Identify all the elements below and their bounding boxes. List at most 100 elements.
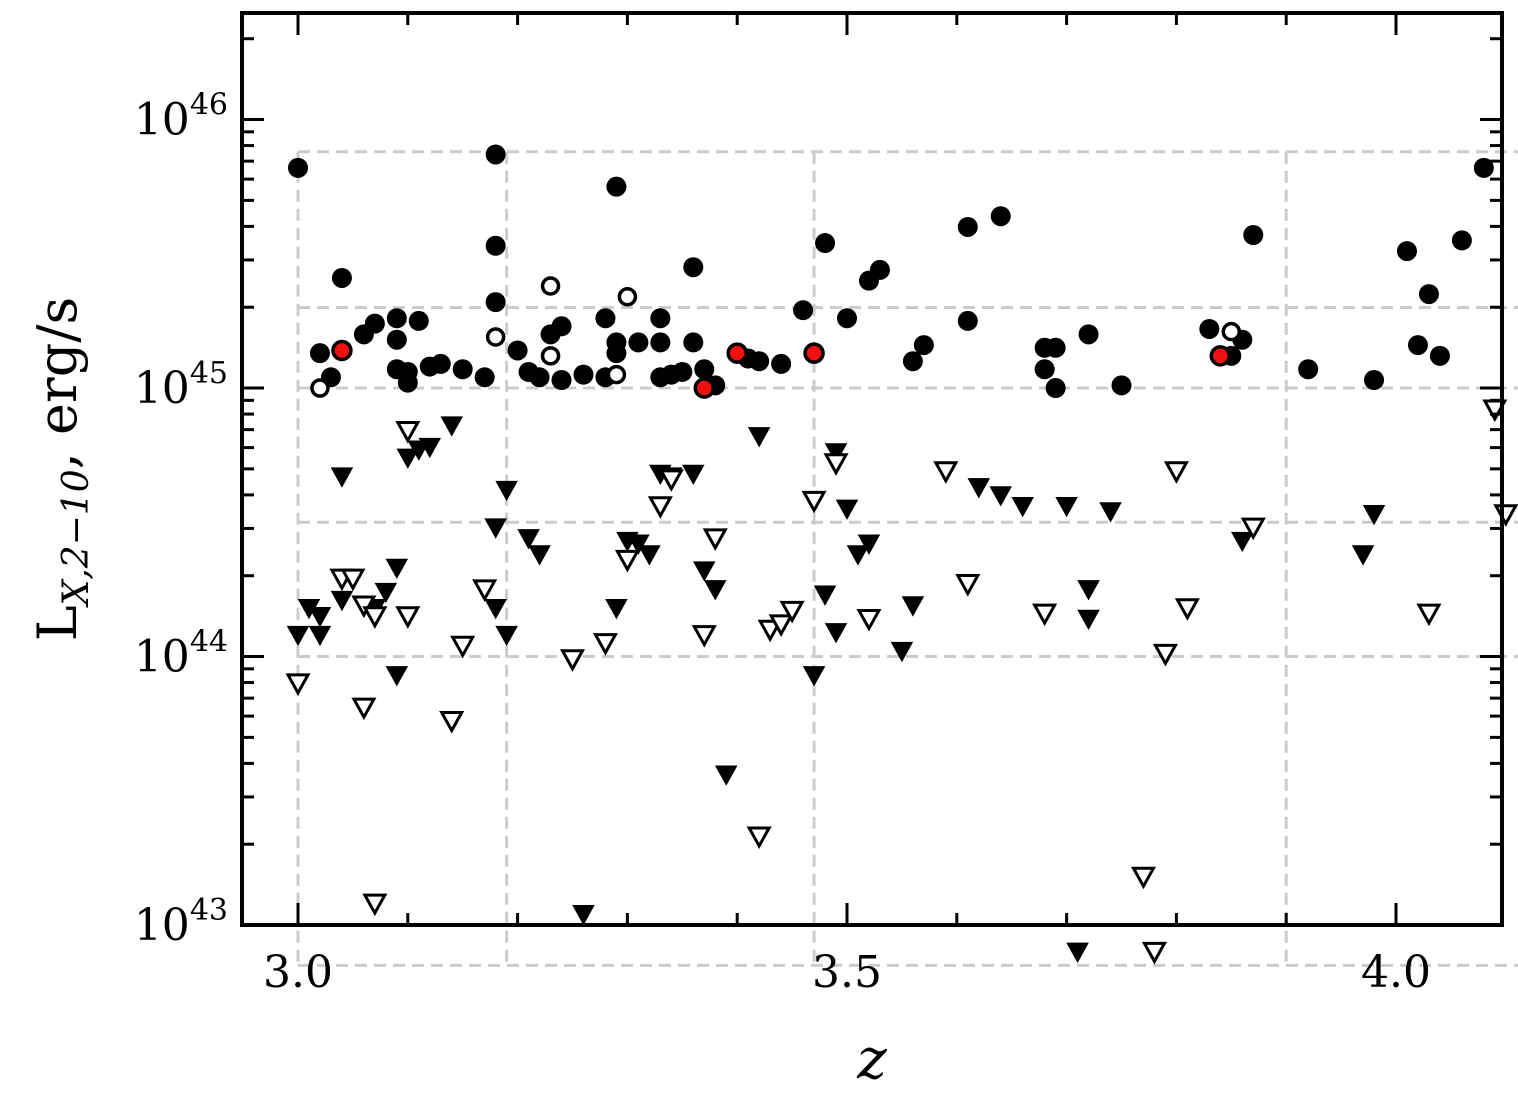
filled-triangle-marker [824,443,848,464]
filled-triangle-marker [572,905,595,926]
filled-triangle-marker [703,580,727,601]
open-triangle-marker [1130,866,1157,890]
open-triangle-marker [614,549,640,573]
open-triangle-marker [933,461,959,484]
filled-circle-marker [771,353,792,374]
filled-triangle-marker [484,598,507,620]
open-triangle-marker [559,649,586,672]
filled-circle-marker [430,353,451,374]
open-triangle-marker [362,893,388,917]
filled-circle-marker [1451,230,1472,251]
filled-circle-marker [606,343,627,364]
filled-circle-marker [309,343,330,364]
filled-circle-marker [1045,337,1066,358]
filled-circle-marker [288,157,308,178]
open-triangle-marker [362,606,388,629]
open-triangle-marker [768,614,794,637]
filled-circle-marker [913,335,934,356]
open-triangle-marker [1416,603,1442,627]
filled-triangle-marker [385,666,409,687]
open-triangle-marker [691,625,717,648]
filled-circle-marker [485,292,506,313]
filled-circle-marker [1298,359,1319,380]
filled-circle-marker [1078,324,1099,345]
filled-circle-marker [551,316,572,337]
filled-circle-marker [1473,157,1494,178]
open-triangle-marker [472,579,498,603]
filled-triangle-marker [1099,502,1122,523]
y-axis-label-unit: , erg/s [26,297,89,470]
data-markers [285,144,1518,965]
filled-circle-marker [837,308,857,329]
filled-triangle-marker [989,486,1012,507]
filled-circle-marker [606,176,627,197]
filled-triangle-marker [1362,504,1386,526]
x-tick-label: 3.5 [812,947,882,998]
filled-circle-marker [595,308,616,329]
open-triangle-marker [395,421,421,444]
open-circle-marker [540,346,561,366]
open-triangle-marker [592,633,618,656]
filled-circle-marker [551,369,572,390]
filled-circle-marker [1243,225,1264,246]
filled-circle-marker [683,332,704,353]
filled-triangle-marker [1231,531,1254,553]
open-triangle-marker [439,710,465,734]
filled-circle-marker [869,259,890,280]
filled-triangle-marker [682,464,705,486]
open-triangle-marker [823,453,849,476]
open-circle-marker [540,276,561,296]
filled-triangle-marker [495,625,518,647]
open-triangle-marker [450,635,476,659]
filled-triangle-marker [308,625,332,647]
filled-circle-marker [957,310,978,331]
y-axis-label-subscript: X,2−10 [56,469,97,608]
filled-circle-marker [672,361,693,382]
filled-circle-marker [529,367,550,388]
filled-circle-marker [628,332,649,353]
y-axis-label-base: L [26,605,89,641]
highlighted-circle-marker [803,342,825,364]
filled-circle-marker [507,340,528,361]
filled-circle-marker [650,332,671,353]
open-triangle-marker [658,469,684,492]
open-triangle-marker [1032,603,1058,627]
filled-triangle-marker [396,448,420,469]
filled-circle-marker [694,359,715,380]
plot-frame [240,11,1504,927]
filled-triangle-marker [890,641,914,663]
axis-ticks [242,13,1502,927]
filled-triangle-marker [528,545,551,566]
highlighted-circle-marker [726,342,748,364]
open-triangle-marker [647,496,673,519]
filled-triangle-marker [1077,609,1100,631]
filled-circle-marker [474,367,495,388]
filled-circle-marker [1364,369,1385,390]
open-triangle-marker [746,826,772,850]
open-triangle-marker [1163,461,1189,484]
x-tick-label: 4.0 [1361,947,1431,998]
filled-triangle-marker [835,499,859,520]
filled-triangle-marker [846,545,870,566]
filled-triangle-marker [286,625,310,647]
filled-triangle-marker [517,529,540,550]
highlighted-circle-marker [1209,345,1232,367]
open-circle-marker [485,327,506,347]
filled-circle-marker [485,235,506,256]
filled-circle-marker [485,144,506,165]
filled-circle-marker [1396,241,1417,262]
filled-circle-marker [990,206,1011,227]
filled-circle-marker [397,361,418,382]
filled-triangle-marker [374,582,398,604]
highlighted-circle-marker [331,339,353,362]
open-triangle-marker [395,606,421,629]
filled-triangle-marker [824,623,848,644]
filled-circle-marker [683,257,704,278]
open-triangle-marker [1240,517,1266,541]
filled-triangle-marker [967,478,991,499]
filled-circle-marker [331,267,352,288]
open-triangle-marker [955,574,981,597]
filled-triangle-marker [1077,580,1100,601]
open-triangle-marker [856,608,882,632]
